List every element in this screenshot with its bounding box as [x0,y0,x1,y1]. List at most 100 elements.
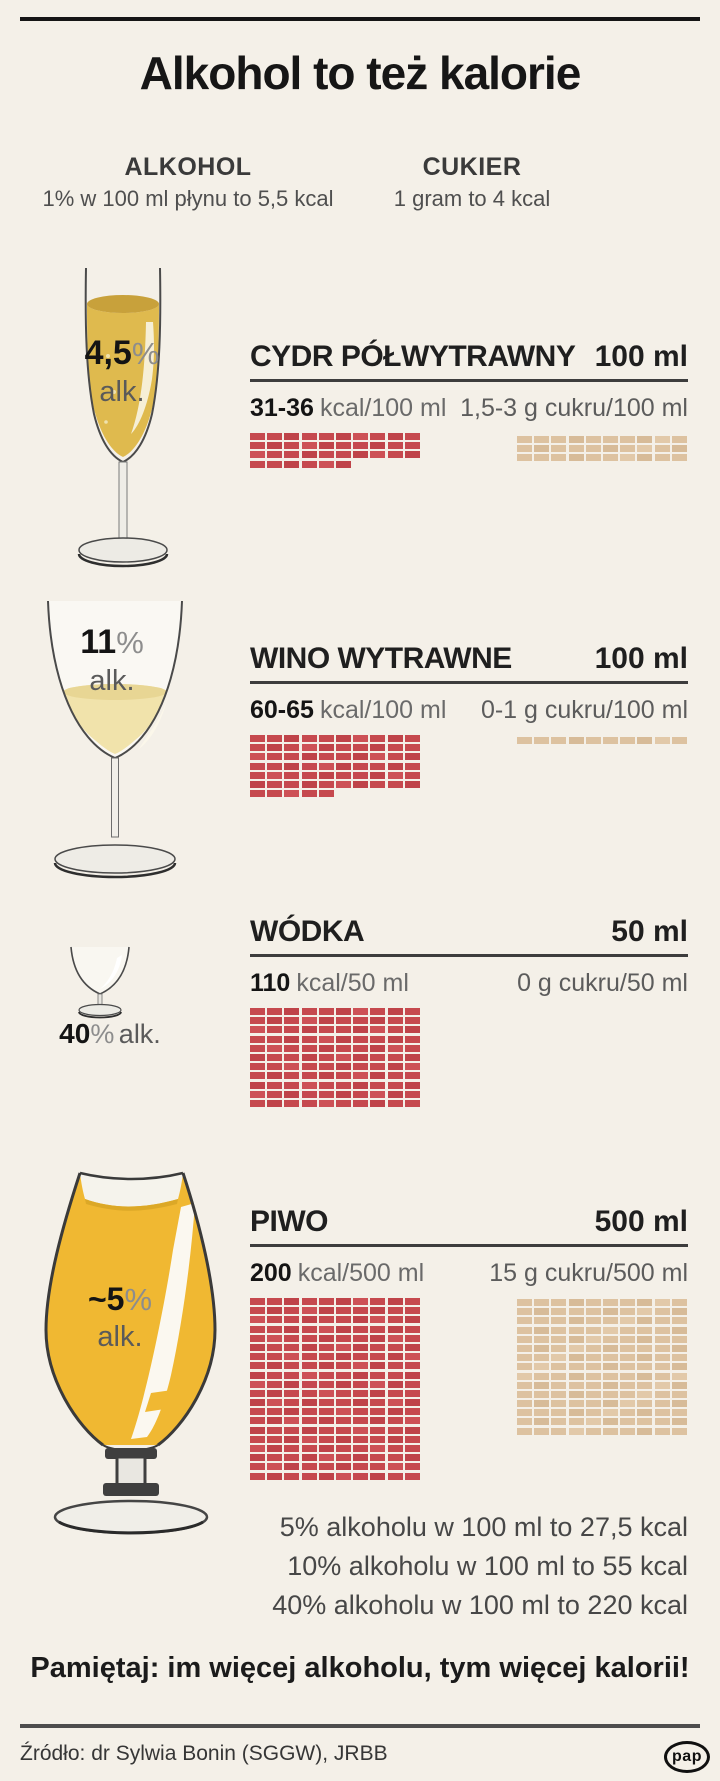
kcal-square [353,735,369,742]
kcal-square [370,762,386,770]
kcal-square [318,1053,334,1061]
sugar-square [534,445,550,453]
kcal-square [284,762,300,770]
kcal-square [370,442,386,450]
kcal-square [301,1017,317,1025]
kcal-square [250,451,265,459]
sugar-square [551,1299,567,1306]
sugar-square [602,737,618,744]
kcal-square [404,451,420,459]
sugar-square [585,1344,601,1352]
kcal-square [318,1380,334,1388]
sugar-square [517,1418,532,1426]
kcal-square [318,1334,334,1342]
sugar-square [602,436,618,443]
stats-row-piwo: 200 kcal/500 ml 15 g cukru/500 ml [250,1259,688,1288]
sugar-square [568,737,584,744]
kcal-square [387,1017,403,1025]
kcal-square [404,1435,420,1443]
kcal-square [335,1380,351,1388]
kcal-square [335,1017,351,1025]
kcal-square [250,1316,265,1324]
sugar-square [637,1390,653,1398]
kcal-square [284,1417,300,1425]
sugar-square [654,1317,670,1325]
beer-glass-icon [44,1171,217,1535]
kcal-unit: kcal/100 ml [319,394,447,422]
sugar-square [602,1427,618,1435]
kcal-square [284,460,300,468]
kcal-square [301,1445,317,1452]
kcal-square [267,1053,283,1061]
kcal-square [335,1035,351,1043]
conversion-notes: 5% alkoholu w 100 ml to 27,5 kcal 10% al… [250,1508,688,1625]
vodka-alcohol-label: 40% alk. [30,1020,190,1048]
kcal-square [387,780,403,788]
kcal-square [370,1090,386,1098]
sugar-square [620,445,636,453]
kcal-square [387,1035,403,1043]
kcal-square [284,1334,300,1342]
sugar-square [671,436,687,443]
kcal-square [250,1371,265,1379]
kcal-square [387,451,403,459]
kcal-square [250,735,265,742]
kcal-square [250,1307,265,1315]
kcal-square [301,753,317,761]
sugar-square [620,1326,636,1334]
kcal-square [370,1334,386,1342]
kcal-square [404,1072,420,1080]
sugar-square [534,436,550,443]
kcal-square [284,1389,300,1397]
sugar-square [568,1400,584,1408]
kcal-square [335,1081,351,1089]
sugar-square [671,1409,687,1417]
kcal-square [370,1454,386,1462]
vodka-pct-value: 40 [59,1018,91,1049]
kcal-square [301,442,317,450]
kcal-square [404,1399,420,1407]
sugar-square [534,1427,550,1435]
kcal-square [318,1445,334,1452]
sugar-square [517,436,532,443]
sugar-square [585,1418,601,1426]
kcal-square [318,1316,334,1324]
kcal-square [404,1026,420,1034]
kcal-square [370,1063,386,1071]
kcal-square [335,1044,351,1052]
sugar-square [671,1390,687,1398]
sugar-square [534,1344,550,1352]
kcal-square [284,1017,300,1025]
kcal-square [387,744,403,752]
kcal-square [370,1371,386,1379]
kcal-square [335,1298,351,1305]
kcal-square [267,1417,283,1425]
wine-alcohol-label: 11% alk. [42,625,182,696]
sugar-square [568,1354,584,1362]
kcal-square [284,1316,300,1324]
kcal-square [370,1389,386,1397]
kcal-square [267,771,283,779]
kcal-square [250,1298,265,1305]
sugar-square [534,1363,550,1371]
kcal-square [353,1008,369,1015]
kcal-square [250,1408,265,1416]
kcal-square [318,1017,334,1025]
sugar-square [551,1390,567,1398]
kcal-square [335,1445,351,1452]
sugar-square [620,1400,636,1408]
kcal-square [250,1445,265,1452]
kcal-square [353,1316,369,1324]
kcal-square [370,1408,386,1416]
sugar-square [620,1344,636,1352]
kcal-square [284,1072,300,1080]
kcal-square [404,1426,420,1434]
kcal-square [353,1472,369,1480]
sugar-square [654,454,670,462]
kcal-square [267,790,283,798]
kcal-square [250,1334,265,1342]
kcal-square [387,1362,403,1370]
sugar-square [568,1335,584,1343]
kcal-square [267,1072,283,1080]
kcal-square [318,1090,334,1098]
